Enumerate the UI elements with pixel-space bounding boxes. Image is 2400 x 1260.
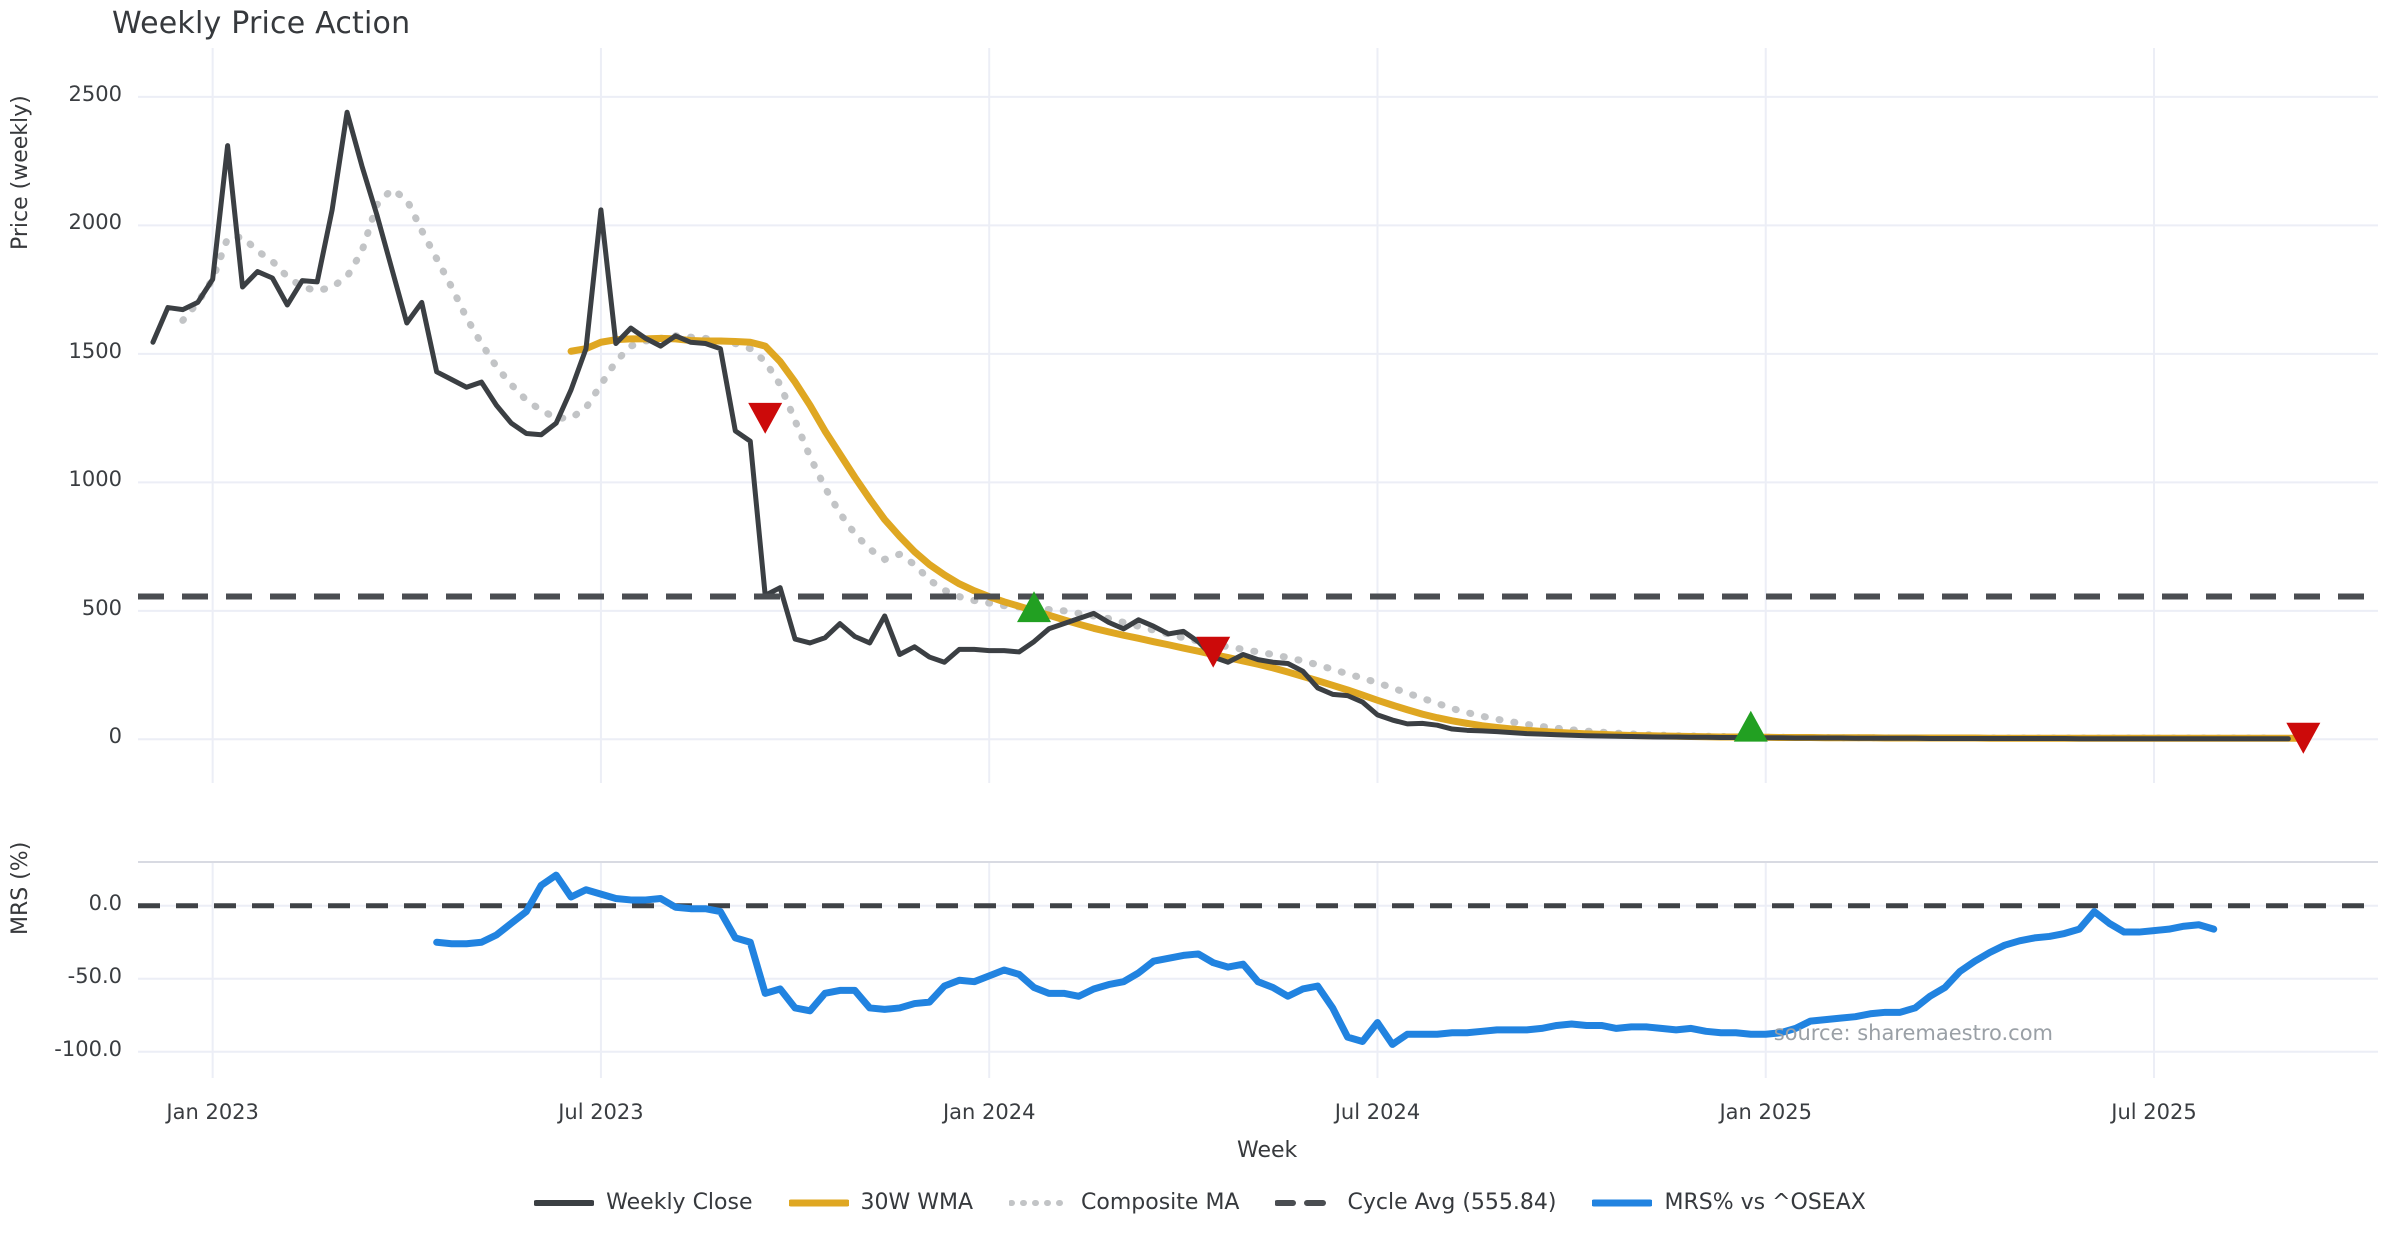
legend-item[interactable]: Weekly Close bbox=[534, 1190, 753, 1215]
legend-label: MRS% vs ^OSEAX bbox=[1664, 1190, 1866, 1215]
y-tick-price: 0 bbox=[108, 724, 122, 749]
series-30w-wma bbox=[567, 334, 2307, 742]
legend-item[interactable]: 30W WMA bbox=[788, 1190, 974, 1215]
series-composite-ma bbox=[179, 184, 2277, 742]
legend-label: Cycle Avg (555.84) bbox=[1347, 1190, 1557, 1215]
y-tick-price: 1000 bbox=[68, 467, 122, 492]
series-weekly-close bbox=[150, 109, 2291, 742]
x-axis-label: Week bbox=[1237, 1138, 1298, 1163]
x-tick-label: Jan 2025 bbox=[1719, 1100, 1812, 1124]
x-tick-label: Jan 2023 bbox=[166, 1100, 259, 1124]
legend-swatch-1 bbox=[534, 1199, 595, 1206]
y-tick-mrs: 0.0 bbox=[88, 890, 122, 915]
chart-legend: Weekly Close 30W WMA Composite MA Cycle Avg… bbox=[0, 1190, 2400, 1215]
legend-swatch-3 bbox=[1009, 1199, 1070, 1206]
x-tick-label: Jul 2024 bbox=[1334, 1100, 1421, 1124]
legend-item[interactable]: MRS% vs ^OSEAX bbox=[1592, 1190, 1866, 1215]
legend-label: Weekly Close bbox=[606, 1190, 753, 1215]
x-tick-label: Jul 2023 bbox=[558, 1100, 644, 1124]
legend-swatch-4 bbox=[1275, 1199, 1336, 1206]
y-tick-mrs: -50.0 bbox=[67, 963, 122, 988]
y-tick-price: 1500 bbox=[68, 338, 122, 363]
sell-marker[interactable] bbox=[2286, 722, 2321, 754]
legend-item[interactable]: Cycle Avg (555.84) bbox=[1275, 1190, 1556, 1215]
legend-swatch-5 bbox=[1592, 1199, 1653, 1206]
legend-label: 30W WMA bbox=[860, 1190, 974, 1215]
x-tick-label: Jan 2024 bbox=[942, 1100, 1036, 1124]
y-tick-mrs: -100.0 bbox=[54, 1036, 122, 1061]
x-tick-label: Jul 2025 bbox=[2111, 1100, 2197, 1124]
legend-item[interactable]: Composite MA bbox=[1009, 1190, 1239, 1215]
y-tick-price: 500 bbox=[81, 595, 122, 620]
legend-label: Composite MA bbox=[1081, 1190, 1240, 1215]
page-title: Weekly Price Action bbox=[112, 6, 411, 41]
sell-marker[interactable] bbox=[1196, 636, 1231, 668]
buy-marker[interactable] bbox=[1733, 710, 1768, 742]
source-watermark: source: sharemaestro.com bbox=[1773, 1021, 2053, 1045]
y-tick-price: 2500 bbox=[68, 81, 122, 106]
buy-marker[interactable] bbox=[1017, 591, 1051, 623]
series-mrs bbox=[433, 871, 2218, 1048]
y-tick-price: 2000 bbox=[68, 210, 122, 235]
sell-marker[interactable] bbox=[748, 402, 783, 434]
legend-swatch-2 bbox=[788, 1199, 849, 1206]
